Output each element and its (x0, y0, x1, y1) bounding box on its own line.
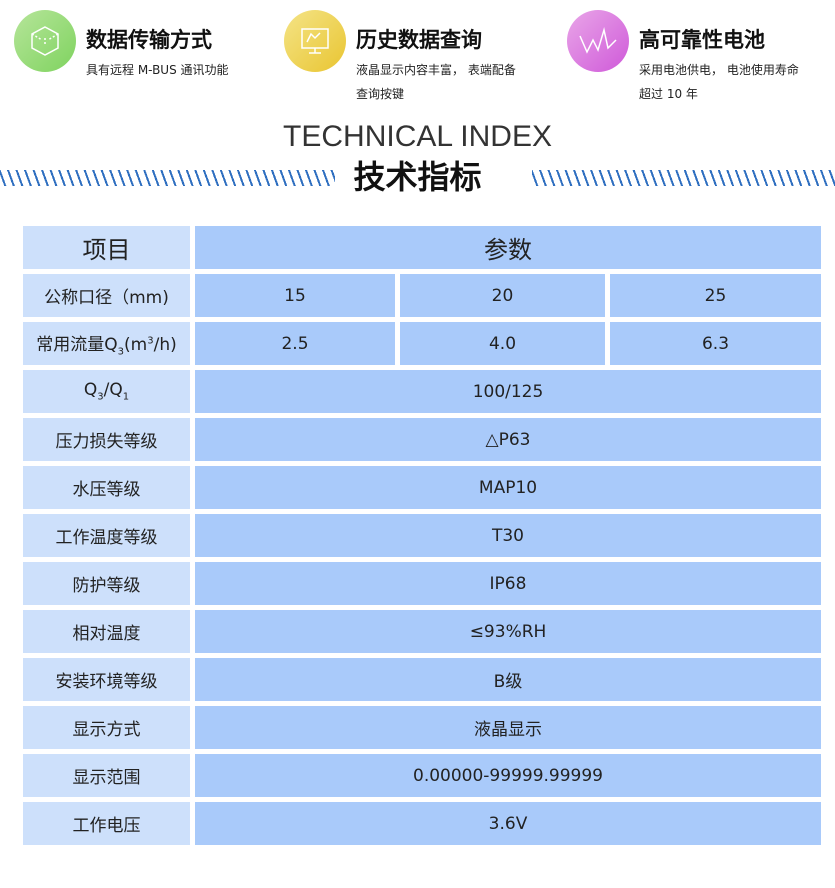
waveform-icon (567, 10, 629, 72)
cell: 液晶显示 (195, 706, 821, 749)
feature-history-query: 历史数据查询液晶显示内容丰富， 表端配备 查询按键 (284, 10, 516, 106)
table-row: 水压等级 MAP10 (23, 466, 821, 509)
cell: 3.6V (195, 802, 821, 845)
table-row: Q3/Q1 100/125 (23, 370, 821, 413)
section-title-zh: 技术指标 (353, 158, 482, 196)
row-label: 相对温度 (23, 610, 190, 653)
cell: T30 (195, 514, 821, 557)
header-item: 项目 (23, 226, 190, 269)
cell: 2.5 (195, 322, 395, 365)
row-label: 防护等级 (23, 562, 190, 605)
row-label: 工作温度等级 (23, 514, 190, 557)
row-label: 安装环境等级 (23, 658, 190, 701)
cube-icon (14, 10, 76, 72)
cell: MAP10 (195, 466, 821, 509)
feature-desc: 超过 10 年 (639, 87, 698, 101)
feature-battery: 高可靠性电池采用电池供电， 电池使用寿命 超过 10 年 (567, 10, 799, 106)
cell: 25 (610, 274, 821, 317)
decorative-hatch-right (532, 170, 835, 186)
cell: △P63 (195, 418, 821, 461)
table-header: 项目 参数 (23, 226, 821, 269)
row-label: 常用流量Q3(m3/h) (23, 322, 190, 365)
table-row: 安装环境等级 B级 (23, 658, 821, 701)
table-row: 显示方式 液晶显示 (23, 706, 821, 749)
table-row: 压力损失等级 △P63 (23, 418, 821, 461)
cell: B级 (195, 658, 821, 701)
feature-desc: 液晶显示内容丰富， 表端配备 (356, 63, 516, 77)
table-row: 公称口径（mm) 15 20 25 (23, 274, 821, 317)
header-param: 参数 (195, 226, 821, 269)
feature-title: 历史数据查询 (356, 28, 482, 52)
feature-desc: 具有远程 M-BUS 通讯功能 (86, 63, 229, 77)
feature-desc: 查询按键 (356, 87, 405, 101)
table-row: 防护等级 IP68 (23, 562, 821, 605)
cell: 100/125 (195, 370, 821, 413)
spec-table: 项目 参数 公称口径（mm) 15 20 25 常用流量Q3(m3/h) 2.5 4.0 6.… (18, 221, 826, 850)
feature-desc: 采用电池供电， 电池使用寿命 (639, 63, 799, 77)
row-label: Q3/Q1 (23, 370, 190, 413)
row-label: 显示范围 (23, 754, 190, 797)
decorative-hatch-left (0, 170, 335, 186)
table-row: 常用流量Q3(m3/h) 2.5 4.0 6.3 (23, 322, 821, 365)
cell: 20 (400, 274, 605, 317)
section-title-en: TECHNICAL INDEX (283, 120, 552, 153)
cell: 4.0 (400, 322, 605, 365)
row-label: 公称口径（mm) (23, 274, 190, 317)
table-row: 工作电压 3.6V (23, 802, 821, 845)
table-row: 工作温度等级 T30 (23, 514, 821, 557)
row-label: 压力损失等级 (23, 418, 190, 461)
cell: 15 (195, 274, 395, 317)
table-row: 显示范围 0.00000-99999.99999 (23, 754, 821, 797)
row-label: 水压等级 (23, 466, 190, 509)
monitor-icon (284, 10, 346, 72)
cell: 6.3 (610, 322, 821, 365)
feature-title: 高可靠性电池 (639, 28, 765, 52)
feature-data-transfer: 数据传输方式具有远程 M-BUS 通讯功能 (14, 10, 229, 82)
cell: 0.00000-99999.99999 (195, 754, 821, 797)
row-label: 显示方式 (23, 706, 190, 749)
feature-title: 数据传输方式 (86, 28, 212, 52)
table-row: 相对温度 ≤93%RH (23, 610, 821, 653)
cell: IP68 (195, 562, 821, 605)
row-label: 工作电压 (23, 802, 190, 845)
cell: ≤93%RH (195, 610, 821, 653)
